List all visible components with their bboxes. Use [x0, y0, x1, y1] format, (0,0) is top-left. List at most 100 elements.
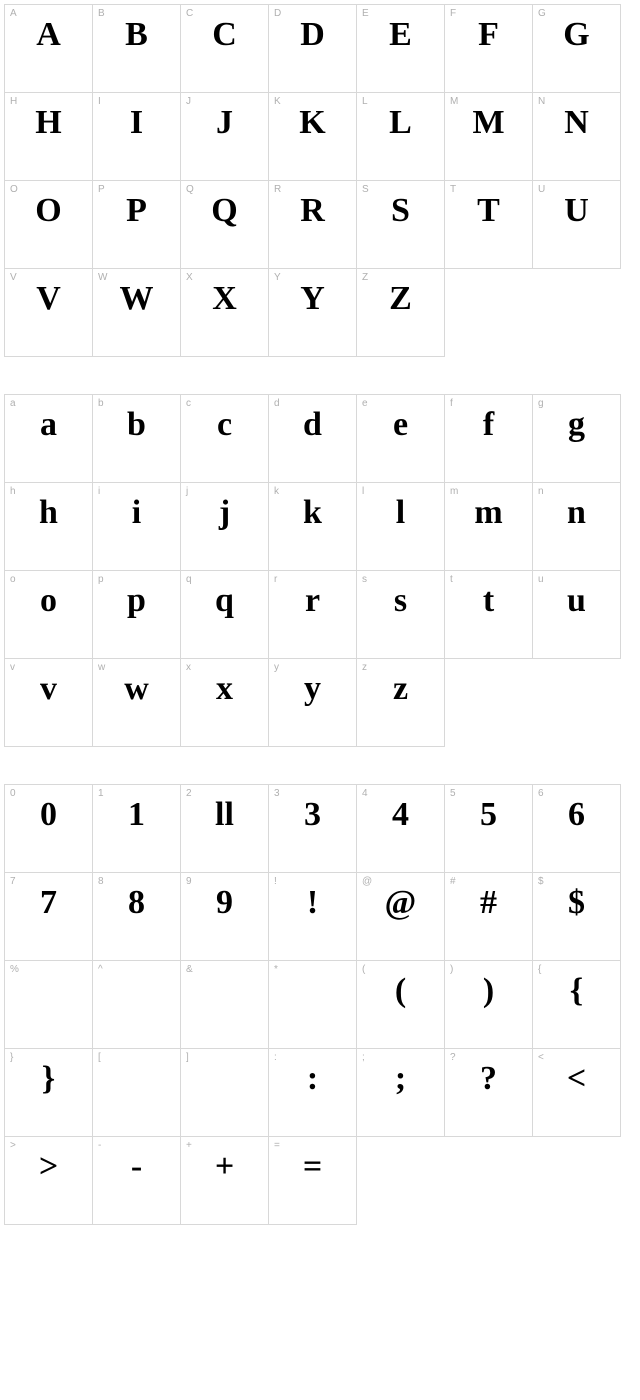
glyph-cell: jj [180, 482, 269, 571]
glyph-display: K [269, 101, 356, 145]
glyph-cell: AA [4, 4, 93, 93]
glyph-cell: aa [4, 394, 93, 483]
glyph-cell: MM [444, 92, 533, 181]
glyph-row: AABBCCDDEEFFGG [4, 4, 636, 92]
glyph-display: d [269, 403, 356, 447]
glyph-display: m [445, 491, 532, 535]
key-label: * [274, 964, 278, 975]
character-map: AABBCCDDEEFFGGHHIIJJKKLLMMNNOOPPQQRRSSTT… [4, 4, 636, 1224]
glyph-display: g [533, 403, 620, 447]
glyph-display: 3 [269, 793, 356, 837]
glyph-cell: bb [92, 394, 181, 483]
glyph-display: H [5, 101, 92, 145]
glyph-display: # [445, 881, 532, 925]
glyph-cell: $$ [532, 872, 621, 961]
glyph-cell: SS [356, 180, 445, 269]
glyph-cell: ll [356, 482, 445, 571]
glyph-display: G [533, 13, 620, 57]
glyph-cell: DD [268, 4, 357, 93]
glyph-cell: YY [268, 268, 357, 357]
glyph-row: 00112ll33445566 [4, 784, 636, 872]
glyph-cell: NN [532, 92, 621, 181]
key-label: [ [98, 1052, 101, 1063]
glyph-cell: 33 [268, 784, 357, 873]
glyph-cell: 88 [92, 872, 181, 961]
glyph-display: W [93, 277, 180, 321]
glyph-row: HHIIJJKKLLMMNN [4, 92, 636, 180]
glyph-display: t [445, 579, 532, 623]
key-label: % [10, 964, 19, 975]
section-lowercase: aabbccddeeffgghhiijjkkllmmnnooppqqrrsstt… [4, 394, 636, 746]
glyph-row: VVWWXXYYZZ [4, 268, 636, 356]
glyph-cell: ## [444, 872, 533, 961]
glyph-display: < [533, 1057, 620, 1101]
glyph-display: p [93, 579, 180, 623]
glyph-display: X [181, 277, 268, 321]
glyph-cell: kk [268, 482, 357, 571]
glyph-display: z [357, 667, 444, 711]
glyph-cell: TT [444, 180, 533, 269]
glyph-cell: >> [4, 1136, 93, 1225]
glyph-display: = [269, 1145, 356, 1189]
glyph-display: O [5, 189, 92, 233]
glyph-cell: !! [268, 872, 357, 961]
glyph-display: C [181, 13, 268, 57]
glyph-row: aabbccddeeffgg [4, 394, 636, 482]
glyph-cell: rr [268, 570, 357, 659]
glyph-cell: ;; [356, 1048, 445, 1137]
glyph-display: f [445, 403, 532, 447]
glyph-cell: oo [4, 570, 93, 659]
glyph-display: a [5, 403, 92, 447]
glyph-display: u [533, 579, 620, 623]
glyph-cell: pp [92, 570, 181, 659]
empty-cell [532, 268, 621, 357]
glyph-display: l [357, 491, 444, 535]
glyph-cell: ii [92, 482, 181, 571]
glyph-display: R [269, 189, 356, 233]
glyph-display: i [93, 491, 180, 535]
glyph-display: M [445, 101, 532, 145]
glyph-display: $ [533, 881, 620, 925]
section-symbols: 00112ll33445566778899!!@@##$$%^&*(()){{}… [4, 784, 636, 1224]
glyph-display: 8 [93, 881, 180, 925]
glyph-cell: RR [268, 180, 357, 269]
glyph-display: 6 [533, 793, 620, 837]
glyph-cell: nn [532, 482, 621, 571]
glyph-cell: FF [444, 4, 533, 93]
glyph-cell: ss [356, 570, 445, 659]
glyph-display: S [357, 189, 444, 233]
glyph-cell: }} [4, 1048, 93, 1137]
glyph-display: ! [269, 881, 356, 925]
glyph-display: 7 [5, 881, 92, 925]
glyph-display: h [5, 491, 92, 535]
glyph-cell: ee [356, 394, 445, 483]
glyph-cell: 66 [532, 784, 621, 873]
glyph-display: V [5, 277, 92, 321]
glyph-display: 4 [357, 793, 444, 837]
glyph-cell: CC [180, 4, 269, 93]
glyph-cell: gg [532, 394, 621, 483]
glyph-display: F [445, 13, 532, 57]
glyph-display: Q [181, 189, 268, 233]
glyph-display: y [269, 667, 356, 711]
glyph-cell: mm [444, 482, 533, 571]
glyph-display: ) [445, 969, 532, 1013]
glyph-display: n [533, 491, 620, 535]
glyph-cell: zz [356, 658, 445, 747]
glyph-cell: 77 [4, 872, 93, 961]
glyph-cell: 00 [4, 784, 93, 873]
glyph-display: v [5, 667, 92, 711]
glyph-display: P [93, 189, 180, 233]
glyph-cell: PP [92, 180, 181, 269]
glyph-cell: 11 [92, 784, 181, 873]
glyph-cell: [ [92, 1048, 181, 1137]
glyph-row: 778899!!@@##$$ [4, 872, 636, 960]
glyph-cell: ?? [444, 1048, 533, 1137]
glyph-display: c [181, 403, 268, 447]
glyph-cell: cc [180, 394, 269, 483]
glyph-cell: 44 [356, 784, 445, 873]
glyph-display: I [93, 101, 180, 145]
glyph-cell: OO [4, 180, 93, 269]
glyph-cell: VV [4, 268, 93, 357]
glyph-display: ll [181, 793, 268, 837]
